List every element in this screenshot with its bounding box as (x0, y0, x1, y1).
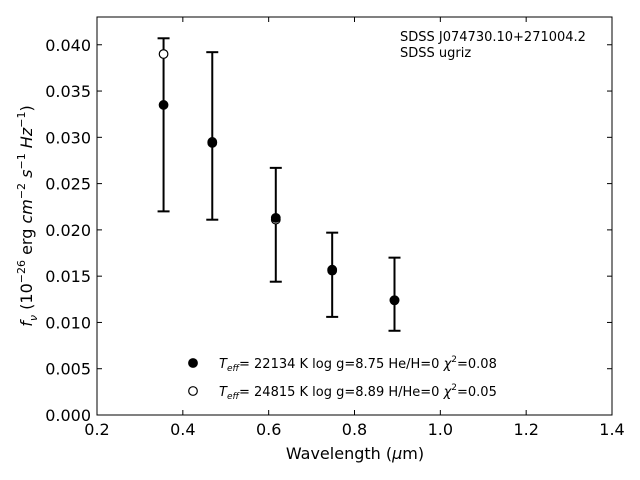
annotation-object-name: SDSS J074730.10+271004.2 (400, 30, 586, 45)
y-tick-label: 0.030 (45, 128, 91, 147)
y-tick-label: 0.000 (45, 406, 91, 425)
y-tick-label: 0.040 (45, 36, 91, 55)
legend-marker-filled (188, 358, 198, 368)
x-axis-title: Wavelength (μm) (286, 444, 424, 463)
filled-point (158, 100, 169, 110)
y-tick-label: 0.025 (45, 175, 91, 194)
plot-frame (96, 16, 613, 416)
axes: 0.2 0.4 0.6 0.8 1.0 1.2 1.4 0.000 0.005 0.010 0.01… (45, 16, 625, 439)
y-tick-label: 0.035 (45, 82, 91, 101)
y-axis-title: fν (10−26 erg cm−2 s−1 Hz−1) (15, 105, 40, 326)
legend-label: Teff= 22134 K log g=8.75 He/H=0 χ2=0.08 (219, 355, 497, 374)
annotation-filters: SDSS ugriz (400, 46, 471, 61)
filled-point (327, 265, 338, 276)
open-point (158, 49, 169, 59)
x-tick-label: 0.8 (342, 420, 367, 439)
filled-point (270, 212, 281, 223)
data-markers (158, 49, 400, 306)
legend: Teff= 22134 K log g=8.75 He/H=0 χ2=0.08 T… (188, 355, 497, 402)
x-tick-label: 1.2 (513, 420, 538, 439)
y-tick-label: 0.010 (45, 313, 91, 332)
error-bars (157, 37, 401, 332)
x-tick-label: 0.2 (84, 420, 109, 439)
legend-marker-open (188, 386, 198, 396)
x-tick-label: 0.6 (256, 420, 281, 439)
filled-point (389, 295, 400, 306)
y-tick-label: 0.020 (45, 221, 91, 240)
x-tick-label: 1.0 (428, 420, 453, 439)
filled-point (207, 137, 218, 148)
legend-label: Teff= 24815 K log g=8.89 H/He=0 χ2=0.05 (219, 383, 497, 402)
y-tick-label: 0.005 (45, 360, 91, 379)
x-tick-label: 0.4 (170, 420, 195, 439)
y-tick-label: 0.015 (45, 267, 91, 286)
x-tick-label: 1.4 (599, 420, 624, 439)
